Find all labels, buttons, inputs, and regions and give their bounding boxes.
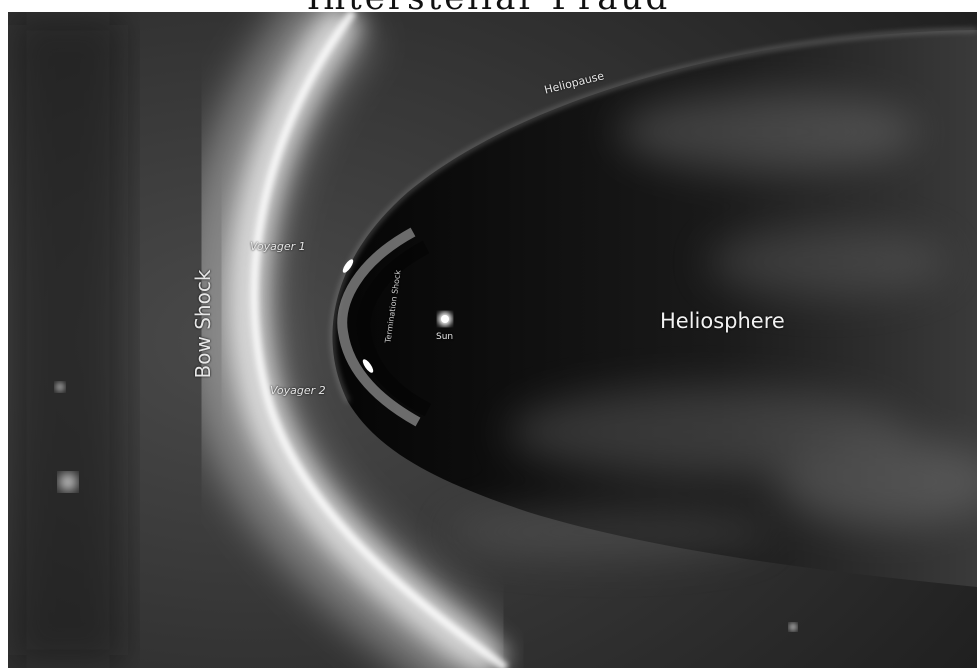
heliosphere-diagram: Heliopause Bow Shock Voyager 1 Voyager 2… [8, 12, 977, 668]
bow-shock-band [227, 12, 510, 668]
voyager-2-label: Voyager 2 [270, 384, 326, 397]
voyager-2-marker [362, 359, 374, 373]
sun-label: Sun [436, 332, 454, 342]
voyager-1-marker [342, 259, 354, 273]
star [55, 382, 65, 392]
star [789, 623, 797, 631]
diagram-graphic [8, 12, 977, 668]
heliosphere-label: Heliosphere [660, 309, 785, 333]
termination-shock [337, 227, 421, 427]
bow-shock-label: Bow Shock [191, 269, 215, 379]
star [59, 473, 77, 491]
heliopause-boundary [331, 28, 977, 403]
voyager-1-label: Voyager 1 [250, 240, 306, 253]
